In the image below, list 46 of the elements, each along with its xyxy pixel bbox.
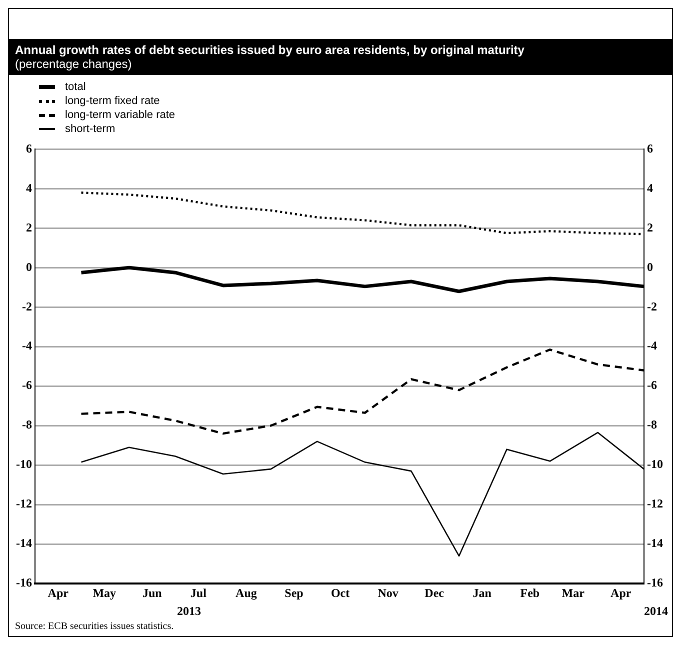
y2-tick-label: -12 [647,496,664,511]
y-tick-label: -10 [16,457,32,472]
x-tick-label: Apr [48,586,70,600]
y2-tick-label: -6 [647,378,658,392]
source-note: Source: ECB securities issues statistics. [14,620,175,634]
y-tick-label: -2 [22,299,32,314]
x-tick-label: Nov [378,586,398,600]
y2-tick-label: -4 [647,338,658,353]
y-tick-label: 2 [26,220,32,234]
text: 2013 [177,604,201,619]
y2-tick-label: 6 [647,141,654,156]
y2-tick-label: 4 [647,180,654,195]
y-tick-label: -6 [22,378,32,392]
y-tick-label: -8 [22,418,32,432]
x-tick-label: Oct [330,586,350,600]
text: 2014 [644,604,668,619]
y-tick-label: -14 [16,536,32,550]
chart-subtitle: (percentage changes) [15,57,133,71]
legend-label: total [65,81,86,93]
x-tick-label: Feb [520,586,540,600]
x-tick-label: Mar [562,586,586,600]
chart-title: Annual growth rates of debt securities issued by euro area residents, by original maturity [15,43,526,57]
y-tick-label: -12 [16,496,32,511]
x-tick-label: Apr [610,586,632,600]
x-tick-label: Sep [284,586,304,600]
x-tick-label: Aug [236,586,257,600]
y2-tick-label: 2 [647,220,654,234]
x-tick-label: Jun [142,586,162,600]
x-tick-label: Jan [472,586,492,600]
y-tick-label: 0 [26,260,32,274]
y-tick-label: 6 [26,141,32,156]
y2-tick-label: -2 [647,299,658,314]
y-tick-label: -4 [22,338,32,353]
legend-label: short-term [65,123,116,135]
y2-tick-label: 0 [647,260,654,274]
y2-tick-label: -14 [647,536,664,550]
y2-tick-label: -16 [647,576,664,590]
x-tick-label: Dec [424,586,445,600]
x-tick-label: Jul [190,586,208,600]
x-tick-label: May [92,586,116,600]
legend-label: long-term fixed rate [65,95,160,107]
legend-label: long-term variable rate [65,109,176,121]
y2-tick-label: -8 [647,418,658,432]
y-tick-label: -16 [16,576,32,590]
y-tick-label: 4 [26,180,32,195]
y2-tick-label: -10 [647,457,664,472]
